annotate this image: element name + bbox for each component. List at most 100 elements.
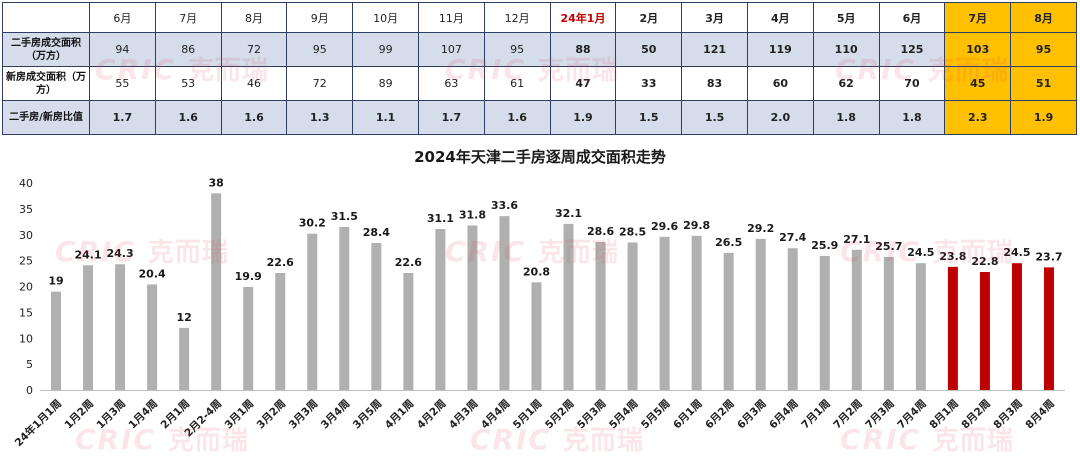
- table-cell: 86: [154, 32, 222, 67]
- table-cell: 47: [549, 66, 617, 101]
- table-cell: 1.6: [220, 100, 288, 135]
- bar: [211, 193, 222, 390]
- header-cell: 8月: [1010, 2, 1077, 33]
- x-tick-label: 8月1周: [927, 398, 961, 432]
- data-label: 24.5: [907, 246, 934, 259]
- data-label: 24.3: [107, 247, 134, 260]
- data-label: 30.2: [299, 217, 326, 230]
- data-label: 28.6: [587, 225, 614, 238]
- table-cell: 119: [746, 32, 814, 67]
- table-cell: 62: [812, 66, 880, 101]
- table-cell: 107: [417, 32, 485, 67]
- x-tick-label: 4月1周: [383, 398, 417, 432]
- bar: [563, 223, 574, 390]
- x-tick-label: 3月4周: [319, 398, 353, 432]
- bar: [659, 236, 670, 390]
- watermark-logo: CRIC 克而瑞: [445, 235, 619, 268]
- watermark-logo: CRIC 克而瑞: [840, 423, 1014, 456]
- header-cell: 6月: [89, 2, 156, 33]
- x-tick-label: 5月4周: [607, 398, 641, 432]
- x-tick-label: 3月3周: [287, 398, 321, 432]
- data-label: 29.2: [747, 222, 774, 235]
- watermark-logo: CRIC 克而瑞: [55, 235, 229, 268]
- x-tick-label: 6月1周: [671, 398, 705, 432]
- x-tick-label: 8月4周: [1023, 398, 1057, 432]
- bar: [1011, 263, 1022, 390]
- table-cell: 95: [286, 32, 354, 67]
- y-tick-label: 35: [19, 203, 33, 216]
- table-cell: 72: [220, 32, 288, 67]
- table-row: 二手房/新房比值 1.7 1.6 1.6 1.3 1.1 1.7 1.6 1.9…: [2, 100, 1077, 135]
- header-cell: 6月: [878, 2, 946, 33]
- row-label: 新房成交面积（万方）: [2, 66, 90, 101]
- table-cell: 99: [352, 32, 419, 67]
- table-cell: 1.6: [483, 100, 551, 135]
- header-cell: 8月: [220, 2, 288, 33]
- data-label: 24.5: [1003, 246, 1030, 259]
- table-row: 二手房成交面积（万方） 94 86 72 95 99 107 95 88 50 …: [2, 32, 1077, 67]
- data-label: 38: [209, 176, 224, 189]
- data-label: 19: [48, 275, 63, 288]
- header-cell: 4月: [746, 2, 814, 33]
- data-label: 27.1: [843, 233, 870, 246]
- bar: [51, 291, 62, 390]
- row-label: 二手房成交面积（万方）: [2, 32, 90, 67]
- header-cell: 3月: [681, 2, 748, 33]
- bar: [787, 248, 798, 390]
- table-cell: 1.8: [812, 100, 880, 135]
- bar: [467, 225, 478, 390]
- bar: [723, 252, 734, 390]
- header-cell: [2, 2, 90, 33]
- header-cell: 10月: [352, 2, 419, 33]
- data-label: 31.8: [459, 208, 486, 221]
- x-tick-label: 3月2周: [255, 398, 289, 432]
- x-tick-label: 4月3周: [447, 398, 481, 432]
- row-label: 二手房/新房比值: [2, 100, 90, 135]
- table-cell: 103: [944, 32, 1012, 67]
- y-tick-label: 0: [26, 384, 33, 397]
- table-cell: 94: [89, 32, 156, 67]
- bar: [403, 273, 414, 390]
- table-cell: 1.8: [878, 100, 946, 135]
- table-cell: 50: [615, 32, 683, 67]
- bar: [595, 241, 606, 390]
- y-tick-label: 10: [19, 332, 33, 345]
- bar: [851, 249, 862, 390]
- table-cell: 83: [681, 66, 748, 101]
- data-label: 23.8: [939, 250, 966, 263]
- data-label: 28.5: [619, 226, 646, 239]
- data-label: 28.4: [363, 226, 390, 239]
- bar: [371, 243, 382, 390]
- bar: [115, 264, 126, 390]
- bar: [435, 229, 446, 390]
- bar: [243, 287, 254, 390]
- table-cell: 60: [746, 66, 814, 101]
- header-cell: 2月: [615, 2, 683, 33]
- table-cell: 1.5: [681, 100, 748, 135]
- data-label: 25.9: [811, 239, 838, 252]
- data-label: 29.8: [683, 219, 710, 232]
- table-cell: 110: [812, 32, 880, 67]
- header-cell: 11月: [417, 2, 485, 33]
- header-cell: 7月: [944, 2, 1012, 33]
- y-tick-label: 15: [19, 306, 33, 319]
- bar: [531, 282, 542, 390]
- bar: [147, 284, 158, 390]
- data-label: 32.1: [555, 207, 582, 220]
- header-cell: 12月: [483, 2, 551, 33]
- table-cell: 1.5: [615, 100, 683, 135]
- data-label: 31.1: [427, 212, 454, 225]
- table-cell: 2.0: [746, 100, 814, 135]
- table-cell: 63: [417, 66, 485, 101]
- bar: [307, 233, 318, 390]
- x-tick-label: 5月2周: [543, 398, 577, 432]
- table-cell: 1.7: [89, 100, 156, 135]
- x-tick-label: 2月1周: [159, 398, 193, 432]
- table-cell: 70: [878, 66, 946, 101]
- table-cell: 45: [944, 66, 1012, 101]
- y-tick-label: 25: [19, 255, 33, 268]
- table-cell: 51: [1010, 66, 1077, 101]
- data-label: 24.1: [74, 248, 101, 261]
- data-label: 29.6: [651, 220, 678, 233]
- table-cell: 2.3: [944, 100, 1012, 135]
